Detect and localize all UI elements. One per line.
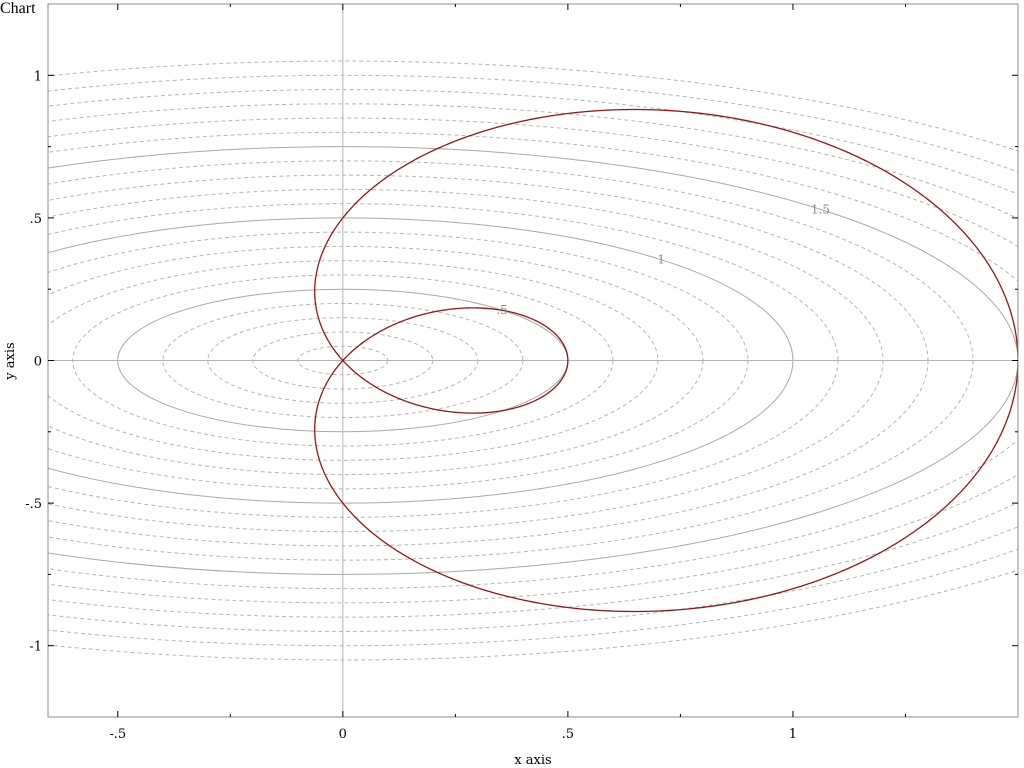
limacon-curve xyxy=(314,108,1018,613)
y-tick-label: 0 xyxy=(34,355,42,370)
contour-label-1_5: 1.5 xyxy=(811,202,830,216)
y-tick-label: -1 xyxy=(29,640,42,655)
tick-labels: -.5 0 .5 1 1 .5 0 -.5 -1 xyxy=(25,69,797,742)
y-tick-label: -.5 xyxy=(25,497,42,512)
y-tick-label: 1 xyxy=(34,69,42,84)
x-tick-label: .5 xyxy=(562,727,574,742)
x-axis-label: x axis xyxy=(514,753,551,768)
y-axis-label: y axis xyxy=(3,342,18,380)
contour-label-1: 1 xyxy=(657,253,665,267)
zero-axes xyxy=(48,4,1018,717)
tick-marks xyxy=(48,4,1018,717)
x-tick-label: 0 xyxy=(339,727,347,742)
y-tick-label: .5 xyxy=(30,212,42,227)
contour-labels: .5 1 1.5 xyxy=(496,202,830,317)
x-tick-label: -.5 xyxy=(109,727,126,742)
limacon-path xyxy=(314,108,1018,613)
x-tick-label: 1 xyxy=(789,727,797,742)
contour-label-0_5: .5 xyxy=(496,303,507,317)
